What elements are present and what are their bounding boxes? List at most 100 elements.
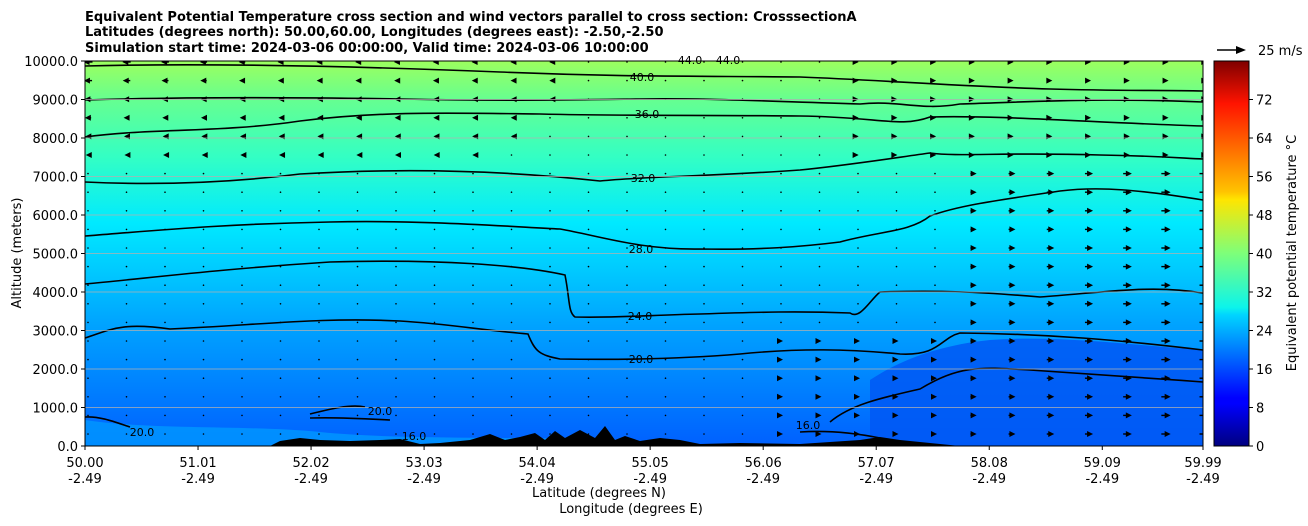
wind-vector-head — [1048, 226, 1055, 233]
wind-vector-dot — [279, 303, 282, 305]
wind-vector-dot — [626, 117, 628, 119]
cold-region — [870, 338, 1203, 446]
wind-vector-head — [1164, 245, 1171, 251]
wind-vector-dot — [279, 265, 282, 268]
wind-vector-head — [394, 152, 401, 158]
wind-vector-head — [1164, 431, 1171, 437]
wind-vector-dot — [626, 135, 628, 138]
wind-vector-dot — [472, 228, 474, 231]
wind-vector-dot — [241, 414, 243, 417]
y-tick-label: 2000.0 — [33, 363, 79, 378]
wind-vector-head — [278, 114, 285, 121]
contour-line — [85, 188, 1203, 250]
wind-vector-head — [1164, 412, 1171, 419]
wind-vector-dot — [626, 210, 628, 212]
wind-vector-head — [432, 61, 439, 65]
wind-vector-head — [1203, 301, 1209, 307]
wind-vector-dot — [202, 172, 205, 175]
wind-vector-dot — [164, 210, 166, 212]
wind-vector-dot — [587, 265, 590, 268]
wind-vector-dot — [626, 358, 628, 361]
wind-vector-dot — [125, 228, 128, 231]
wind-vector-head — [85, 61, 90, 65]
wind-vector-dot — [741, 414, 744, 417]
wind-vector-dot — [356, 321, 359, 324]
wind-vector-dot — [279, 358, 282, 361]
wind-vector-dot — [857, 191, 859, 193]
wind-vector-dot — [664, 117, 667, 119]
wind-vector-head — [815, 356, 822, 363]
wind-vector-dot — [87, 284, 89, 287]
wind-vector-head — [471, 61, 478, 65]
wind-vector-dot — [472, 340, 474, 342]
wind-vector-dot — [510, 414, 513, 417]
wind-vector-dot — [703, 321, 705, 324]
wind-vector-head — [1162, 61, 1169, 65]
wind-vector-dot — [587, 154, 590, 156]
wind-vector-dot — [780, 61, 782, 63]
wind-vector-head — [854, 431, 860, 437]
x-tick-label-lon: -2.49 — [1186, 472, 1220, 487]
contour-label: 32.0 — [631, 172, 656, 185]
wind-vector-dot — [356, 396, 359, 398]
wind-vector-dot — [895, 247, 898, 249]
wind-vector-head — [892, 356, 899, 363]
y-tick-label: 1000.0 — [33, 402, 79, 417]
wind-vector-head — [1048, 431, 1055, 437]
wind-vector-dot — [587, 228, 590, 231]
wind-vector-dot — [241, 210, 243, 212]
wind-vector-dot — [164, 377, 166, 380]
wind-vector-dot — [202, 358, 205, 361]
wind-vector-dot — [549, 210, 551, 212]
x-axis-label-2: Longitude (degrees E) — [559, 502, 703, 517]
wind-vector-dot — [395, 358, 397, 361]
wind-vector-dot — [703, 303, 705, 305]
wind-vector-dot — [318, 433, 320, 435]
wind-vector-head — [1162, 152, 1169, 158]
wind-vector-dot — [587, 61, 590, 63]
wind-vector-dot — [125, 396, 128, 398]
wind-vector-dot — [818, 154, 821, 156]
wind-vector-head — [1009, 393, 1016, 400]
wind-vector-head — [854, 375, 860, 382]
wind-vector-dot — [279, 414, 282, 417]
wind-vector-dot — [703, 191, 705, 193]
wind-vector-dot — [626, 247, 628, 249]
wind-vector-dot — [549, 396, 551, 398]
wind-vector-dot — [241, 340, 243, 342]
wind-vector-dot — [626, 321, 628, 324]
wind-vector-dot — [857, 228, 859, 231]
wind-vector-head — [1085, 114, 1092, 121]
wind-vector-dot — [587, 340, 590, 342]
wind-vector-dot — [780, 284, 782, 287]
wind-vector-dot — [664, 303, 667, 305]
wind-vector-dot — [664, 228, 667, 231]
wind-vector-dot — [472, 433, 474, 435]
wind-vector-dot — [703, 247, 705, 249]
wind-vector-dot — [125, 414, 128, 417]
wind-vector-head — [1085, 152, 1092, 158]
contour-label: 20.0 — [629, 353, 654, 366]
chart-title-line-2: Latitudes (degrees north): 50.00,60.00, … — [85, 25, 664, 40]
wind-vector-head — [777, 431, 783, 437]
wind-vector-head — [1203, 412, 1209, 418]
wind-vector-dot — [626, 228, 628, 231]
wind-vector-dot — [626, 79, 628, 82]
wind-vector-dot — [279, 340, 282, 342]
wind-vector-dot — [741, 377, 744, 380]
wind-vector-dot — [241, 284, 243, 287]
wind-vector-dot — [87, 358, 89, 361]
wind-vector-dot — [587, 172, 590, 175]
x-tick-label-lat: 50.00 — [66, 456, 103, 471]
quiver-key-label: 25 m/s — [1258, 44, 1303, 59]
colorbar-ticks: 0 8 16 24 32 40 48 56 64 72 — [1249, 94, 1273, 455]
wind-vector-dot — [433, 247, 436, 249]
chart-title-line-3: Simulation start time: 2024-03-06 00:00:… — [85, 41, 649, 56]
wind-vector-dot — [510, 377, 513, 380]
contour-line — [85, 152, 1203, 185]
wind-vector-dot — [318, 247, 320, 249]
contour-line — [85, 112, 1203, 138]
x-tick-label-lon: -2.49 — [859, 472, 893, 487]
wind-vector-head — [1009, 245, 1016, 251]
wind-vector-head — [277, 61, 284, 65]
